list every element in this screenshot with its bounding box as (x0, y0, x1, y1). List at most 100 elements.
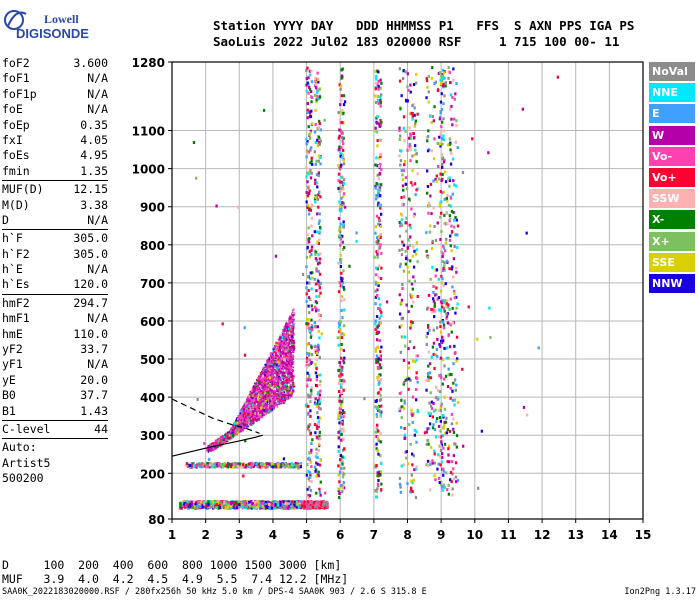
echo-point (243, 416, 246, 419)
echo-point (265, 505, 268, 509)
echo-point (292, 385, 296, 388)
echo-point (305, 501, 308, 505)
echo-point (284, 350, 287, 353)
echo-point (259, 504, 262, 508)
echo-point (276, 366, 279, 370)
echo-point (307, 275, 310, 278)
param-row-hmf2: hmF2 294.7 (2, 296, 108, 311)
echo-point (276, 392, 279, 396)
echo-point (341, 462, 344, 466)
echo-point (258, 504, 261, 508)
echo-point (340, 467, 343, 470)
echo-point (267, 464, 270, 468)
echo-point (291, 320, 293, 324)
echo-point (316, 230, 319, 234)
param-value: 20.0 (80, 372, 108, 387)
echo-point (209, 443, 211, 447)
echo-point (339, 402, 343, 406)
echo-point (248, 423, 250, 426)
echo-point (311, 438, 314, 442)
echo-point (315, 79, 318, 83)
echo-point (272, 385, 275, 389)
echo-point (262, 414, 265, 416)
echo-point (269, 376, 272, 380)
echo-point (306, 111, 309, 114)
echo-point (282, 339, 285, 343)
echo-point (270, 372, 272, 375)
echo-point (241, 419, 244, 423)
echo-point (261, 374, 264, 378)
echo-point (311, 326, 314, 330)
echo-point (203, 502, 206, 506)
echo-point (228, 436, 231, 440)
echo-point (291, 392, 293, 395)
echo-point (314, 195, 317, 199)
echo-point (207, 500, 210, 504)
echo-point (342, 481, 345, 484)
chart-grid (172, 62, 643, 519)
echo-point (240, 417, 242, 421)
echo-point (263, 402, 265, 406)
echo-point (313, 230, 316, 234)
echo-point (341, 139, 344, 143)
echo-point (282, 505, 286, 509)
echo-point (339, 364, 342, 368)
echo-point (190, 503, 193, 507)
echo-point (230, 427, 232, 431)
echo-point (288, 506, 292, 510)
echo-point (342, 359, 345, 363)
echo-point (287, 502, 290, 506)
echo-point (341, 455, 344, 459)
echo-point (308, 189, 311, 193)
echo-point (307, 495, 310, 499)
echo-point (250, 394, 252, 397)
echo-point (235, 506, 238, 510)
echo-point (339, 87, 342, 91)
echo-point (340, 379, 343, 383)
echo-point (282, 364, 285, 367)
echo-point (305, 77, 308, 81)
echo-point (343, 246, 346, 249)
echo-point (263, 380, 265, 383)
echo-point (307, 304, 310, 308)
echo-point (341, 460, 344, 464)
echo-point (290, 386, 294, 390)
echo-point (309, 148, 312, 152)
echo-point (284, 394, 286, 398)
echo-point (308, 471, 311, 475)
echo-point (266, 362, 269, 366)
echo-point (243, 418, 246, 422)
echo-point (310, 448, 313, 452)
echo-point (316, 212, 319, 216)
echo-point (342, 187, 345, 191)
echo-point (339, 484, 342, 488)
echo-point (316, 462, 319, 466)
echo-point (317, 308, 320, 312)
echo-point (288, 465, 291, 469)
echo-point (278, 386, 280, 390)
echo-point (309, 271, 312, 275)
echo-point (242, 422, 245, 426)
echo-point (310, 146, 313, 150)
echo-point (287, 346, 289, 348)
echo-point (342, 456, 345, 460)
echo-point (314, 309, 318, 313)
echo-point (278, 377, 282, 381)
echo-point (293, 503, 296, 507)
echo-point (318, 122, 321, 126)
echo-point (242, 413, 245, 417)
echo-point (265, 368, 268, 372)
echo-point (241, 505, 244, 508)
echo-point (305, 255, 308, 259)
echo-point (216, 500, 219, 504)
echo-point (279, 379, 282, 381)
echo-point (213, 462, 216, 466)
ionogram-header: Station YYYY DAY DDD HHMMSS P1 FFS S AXN… (213, 18, 634, 50)
echo-point (260, 400, 264, 404)
echo-point (212, 463, 215, 467)
echo-point (289, 383, 292, 386)
param-name: B0 (2, 388, 16, 403)
echo-point (283, 379, 285, 383)
echo-point (305, 175, 308, 179)
echo-point (244, 465, 247, 469)
